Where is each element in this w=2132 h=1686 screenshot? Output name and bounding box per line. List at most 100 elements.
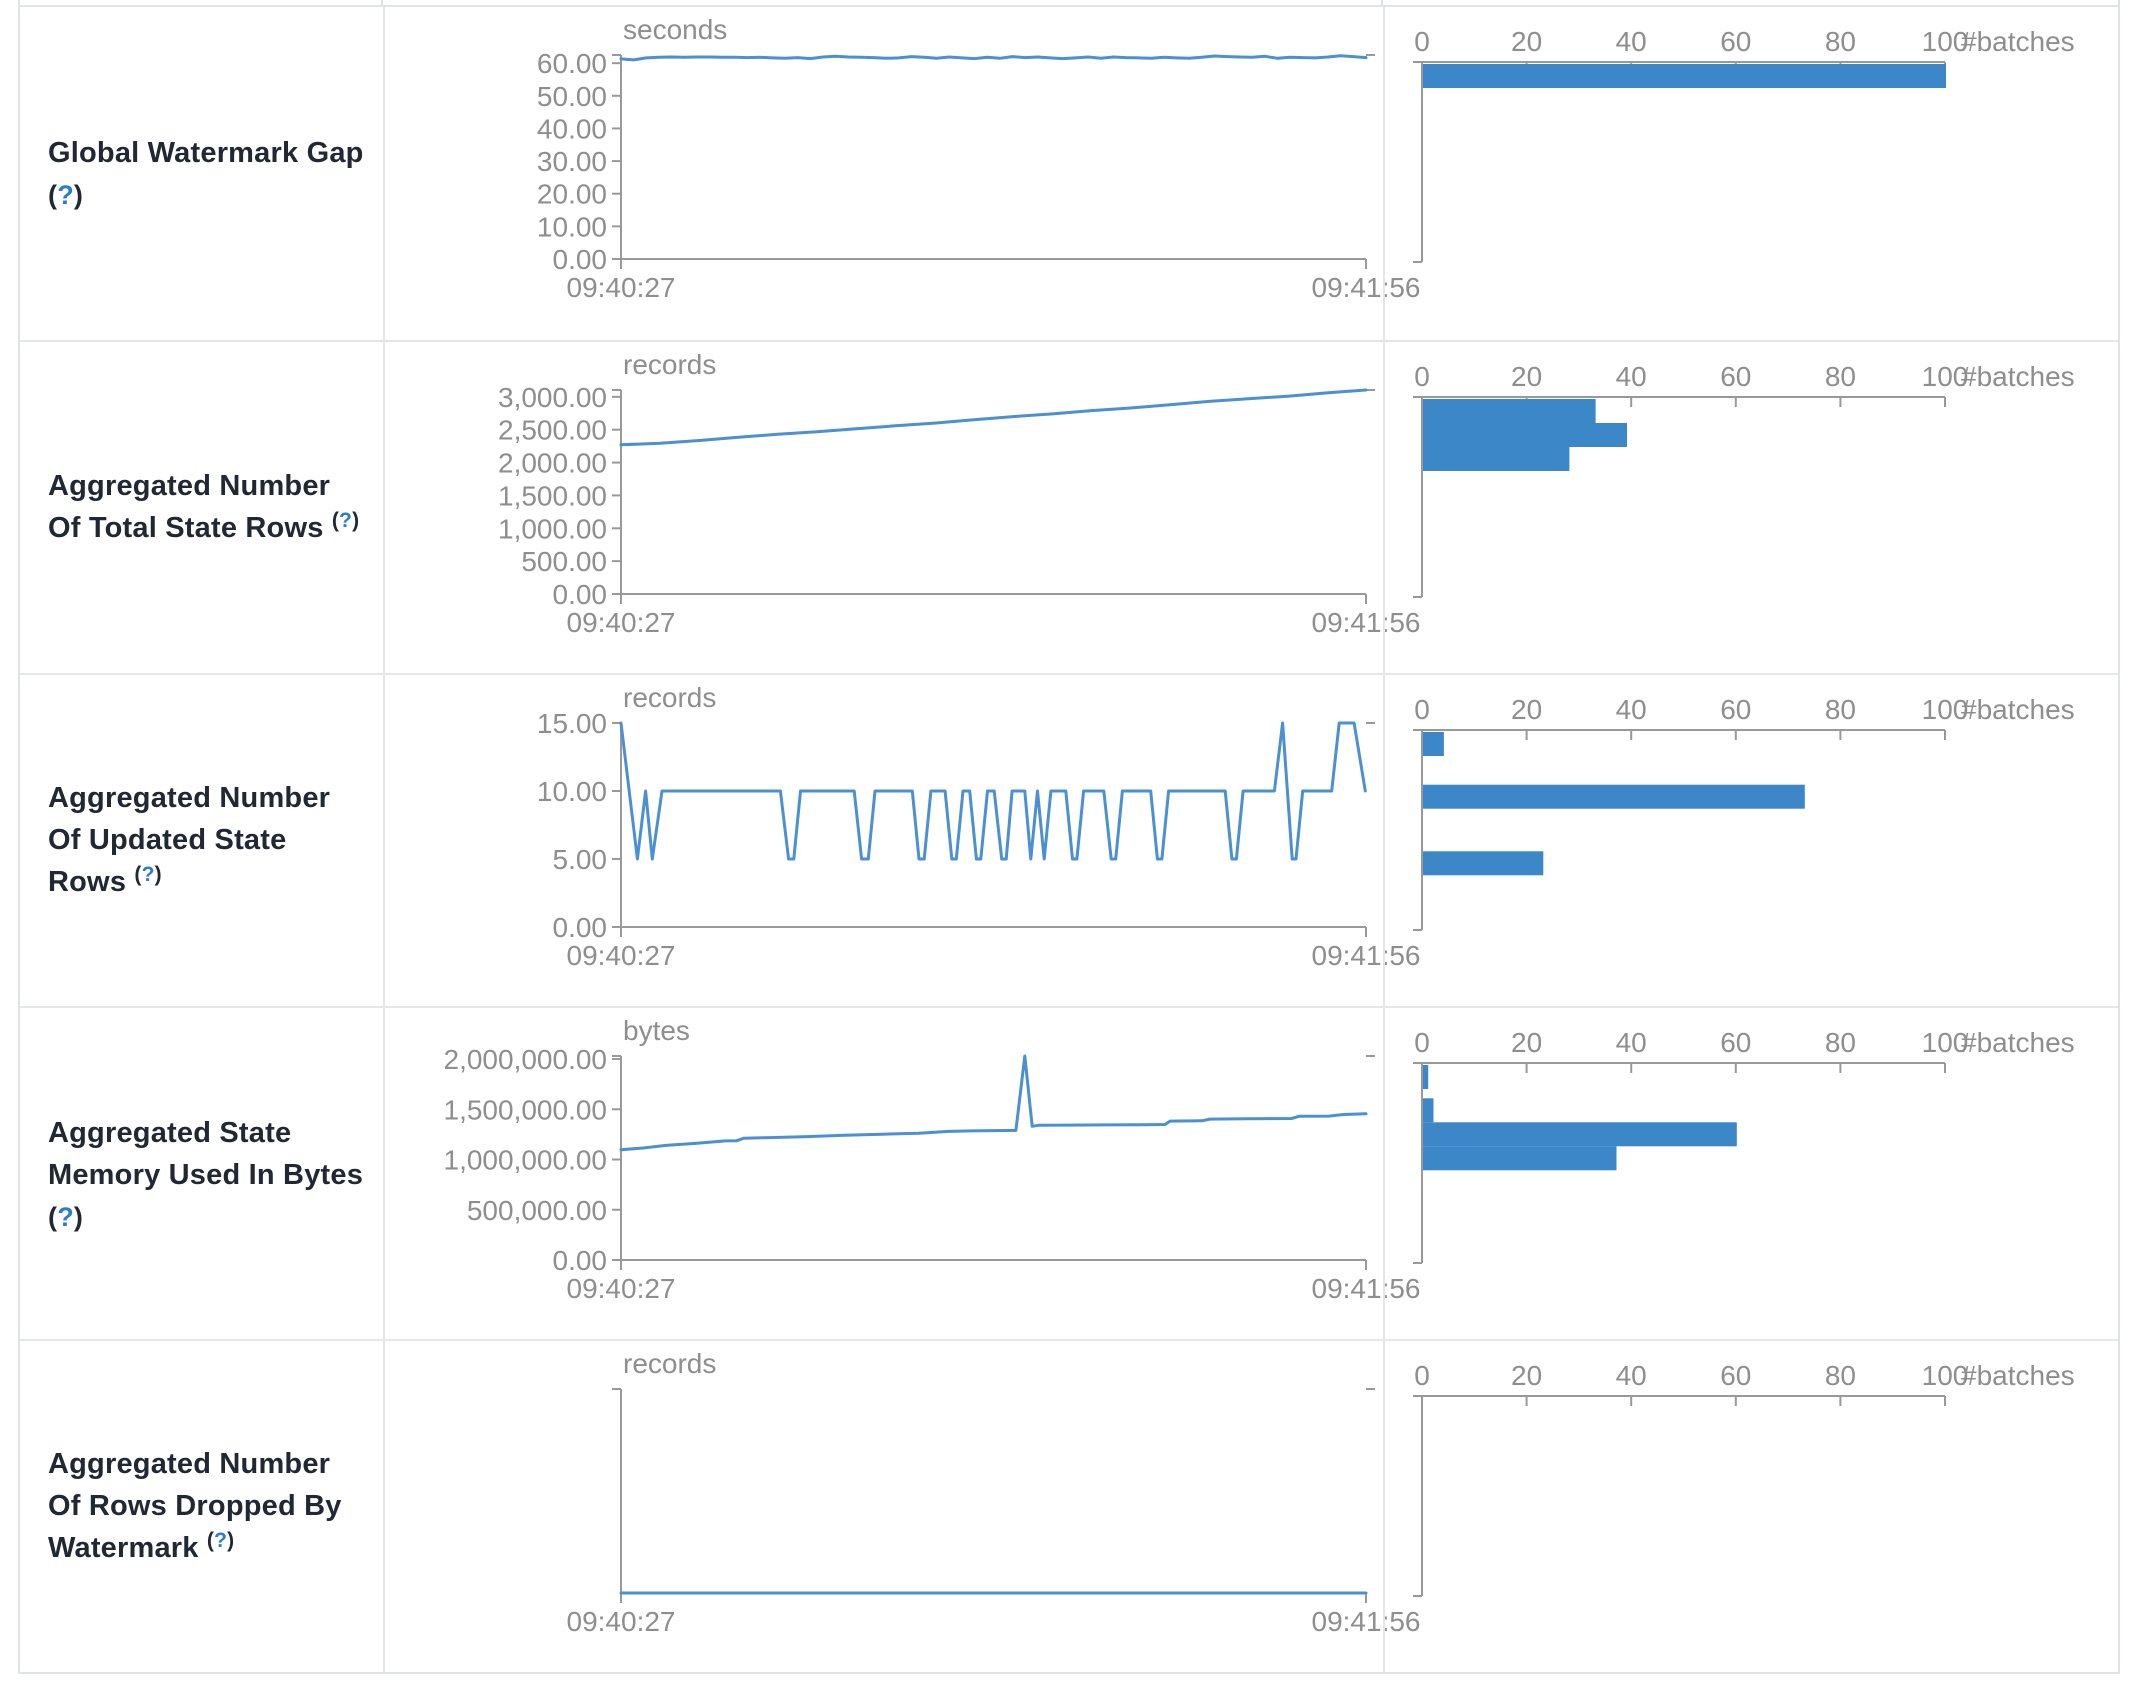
svg-text:2,000,000.00: 2,000,000.00 <box>444 1044 608 1075</box>
metric-label-cell: Aggregated Number Of Rows Dropped By Wat… <box>20 1341 385 1674</box>
svg-text:20: 20 <box>1511 26 1542 57</box>
svg-text:60: 60 <box>1720 361 1751 392</box>
svg-text:500.00: 500.00 <box>521 546 607 577</box>
help-link[interactable]: (?) <box>48 179 84 210</box>
svg-text:40.00: 40.00 <box>537 113 607 144</box>
metrics-table: Global Watermark Gap (?) seconds 60.00 50.… <box>18 5 2120 1674</box>
svg-text:2,000.00: 2,000.00 <box>498 448 607 479</box>
question-mark-icon: ? <box>339 509 353 532</box>
svg-text:60: 60 <box>1720 1027 1751 1058</box>
svg-text:1,000.00: 1,000.00 <box>498 513 607 544</box>
svg-text:0.00: 0.00 <box>553 912 608 943</box>
svg-text:40: 40 <box>1616 1360 1647 1391</box>
timeline-chart: bytes 2,000,000.00 1,500,000.00 1,000,000.0… <box>444 1015 1421 1304</box>
timeline-chart-cell: bytes 2,000,000.00 1,500,000.00 1,000,000.0… <box>385 1008 1421 1341</box>
timeline-chart-cell: seconds 60.00 50.00 40.00 30.00 20.00 10.00 0.0… <box>385 7 1421 340</box>
question-mark-icon: ? <box>141 863 155 886</box>
svg-text:60: 60 <box>1720 694 1751 725</box>
svg-text:0: 0 <box>1414 1027 1430 1058</box>
svg-text:#batches: #batches <box>1961 694 2075 725</box>
svg-text:2,500.00: 2,500.00 <box>498 415 607 446</box>
svg-text:40: 40 <box>1616 694 1647 725</box>
svg-text:#batches: #batches <box>1961 1027 2075 1058</box>
metric-row-total-state-rows: Aggregated Number Of Total State Rows (?… <box>20 340 2118 675</box>
svg-text:0: 0 <box>1414 694 1430 725</box>
svg-text:80: 80 <box>1825 1360 1856 1391</box>
svg-text:60: 60 <box>1720 1360 1751 1391</box>
svg-text:09:40:27: 09:40:27 <box>567 607 676 638</box>
metric-label-cell: Aggregated State Memory Used In Bytes (?… <box>20 1008 385 1341</box>
svg-text:#batches: #batches <box>1961 26 2075 57</box>
histogram-chart-cell: 0 20 40 60 80 100 #batches <box>1383 7 2120 340</box>
svg-text:10.00: 10.00 <box>537 211 607 242</box>
svg-text:30.00: 30.00 <box>537 146 607 177</box>
svg-text:20: 20 <box>1511 1360 1542 1391</box>
svg-text:1,000,000.00: 1,000,000.00 <box>444 1145 608 1176</box>
timeline-chart-cell: records 3,000.00 2,500.00 2,000.00 1,500.00 1… <box>385 342 1421 675</box>
svg-text:09:40:27: 09:40:27 <box>567 1273 676 1304</box>
histogram-chart: 0 20 40 60 80 100#batches <box>1413 1027 2075 1264</box>
svg-text:09:40:27: 09:40:27 <box>567 940 676 971</box>
svg-text:100: 100 <box>1922 1360 1969 1391</box>
svg-text:100: 100 <box>1922 694 1969 725</box>
timeline-chart-cell: records 09:40:27 09:41:56 <box>385 1341 1421 1674</box>
metric-row-updated-state-rows: Aggregated Number Of Updated State Rows … <box>20 673 2120 1008</box>
metric-label: Aggregated Number Of Rows Dropped By Wat… <box>48 1448 342 1564</box>
svg-text:80: 80 <box>1825 1027 1856 1058</box>
svg-text:60.00: 60.00 <box>537 48 607 79</box>
svg-text:100: 100 <box>1922 26 1969 57</box>
metric-label-cell: Global Watermark Gap (?) <box>20 7 385 340</box>
svg-text:1,500.00: 1,500.00 <box>498 480 607 511</box>
question-mark-icon: ? <box>57 179 74 210</box>
help-link[interactable]: (?) <box>134 863 162 886</box>
svg-text:80: 80 <box>1825 26 1856 57</box>
svg-text:40: 40 <box>1616 1027 1647 1058</box>
svg-text:20: 20 <box>1511 1027 1542 1058</box>
metric-label-cell: Aggregated Number Of Updated State Rows … <box>20 675 385 1008</box>
svg-text:records: records <box>623 1348 716 1379</box>
help-link[interactable]: (?) <box>206 1529 235 1552</box>
svg-text:seconds: seconds <box>623 14 727 45</box>
svg-text:40: 40 <box>1616 26 1647 57</box>
metric-label: Global Watermark Gap (?) <box>48 136 364 210</box>
timeline-chart: records 09:40:27 09:41:56 <box>567 1348 1421 1637</box>
svg-text:#batches: #batches <box>1961 1360 2075 1391</box>
question-mark-icon: ? <box>57 1201 74 1232</box>
timeline-chart-cell: records 15.00 10.00 5.00 0.00 09:40:27 09:41:5… <box>385 675 1421 1008</box>
svg-text:1,500,000.00: 1,500,000.00 <box>444 1094 608 1125</box>
svg-text:100: 100 <box>1922 1027 1969 1058</box>
svg-text:0.00: 0.00 <box>553 244 608 275</box>
svg-text:20: 20 <box>1511 361 1542 392</box>
svg-text:60: 60 <box>1720 26 1751 57</box>
svg-text:bytes: bytes <box>623 1015 690 1046</box>
histogram-chart-cell: 0 20 40 60 80 100 #batches <box>1383 1008 2120 1341</box>
help-link[interactable]: (?) <box>48 1201 84 1232</box>
svg-text:50.00: 50.00 <box>537 81 607 112</box>
svg-text:0.00: 0.00 <box>553 579 608 610</box>
question-mark-icon: ? <box>214 1529 228 1552</box>
svg-text:09:40:27: 09:40:27 <box>567 272 676 303</box>
svg-text:0: 0 <box>1414 26 1430 57</box>
svg-text:#batches: #batches <box>1961 361 2075 392</box>
svg-text:09:40:27: 09:40:27 <box>567 1606 676 1637</box>
histogram-chart: 0 20 40 60 80 100#batches <box>1413 26 2075 263</box>
previous-row-remnant <box>18 0 2120 5</box>
svg-text:40: 40 <box>1616 361 1647 392</box>
svg-text:records: records <box>623 682 716 713</box>
svg-text:09:41:56: 09:41:56 <box>1312 607 1421 638</box>
histogram-chart-cell: 0 20 40 60 80 100 #batches <box>1383 1341 2120 1674</box>
svg-text:500,000.00: 500,000.00 <box>467 1195 607 1226</box>
svg-text:5.00: 5.00 <box>553 844 608 875</box>
svg-text:0: 0 <box>1414 361 1430 392</box>
metric-label: Aggregated Number Of Total State Rows (?… <box>48 470 360 544</box>
svg-text:10.00: 10.00 <box>537 776 607 807</box>
histogram-chart-cell: 0 20 40 60 80 100 #batches <box>1383 675 2120 1008</box>
svg-text:0: 0 <box>1414 1360 1430 1391</box>
help-link[interactable]: (?) <box>331 509 360 532</box>
svg-text:09:41:56: 09:41:56 <box>1312 1273 1421 1304</box>
svg-text:09:41:56: 09:41:56 <box>1312 940 1421 971</box>
svg-text:15.00: 15.00 <box>537 708 607 739</box>
histogram-chart: 0 20 40 60 80 100#batches <box>1413 694 2075 931</box>
